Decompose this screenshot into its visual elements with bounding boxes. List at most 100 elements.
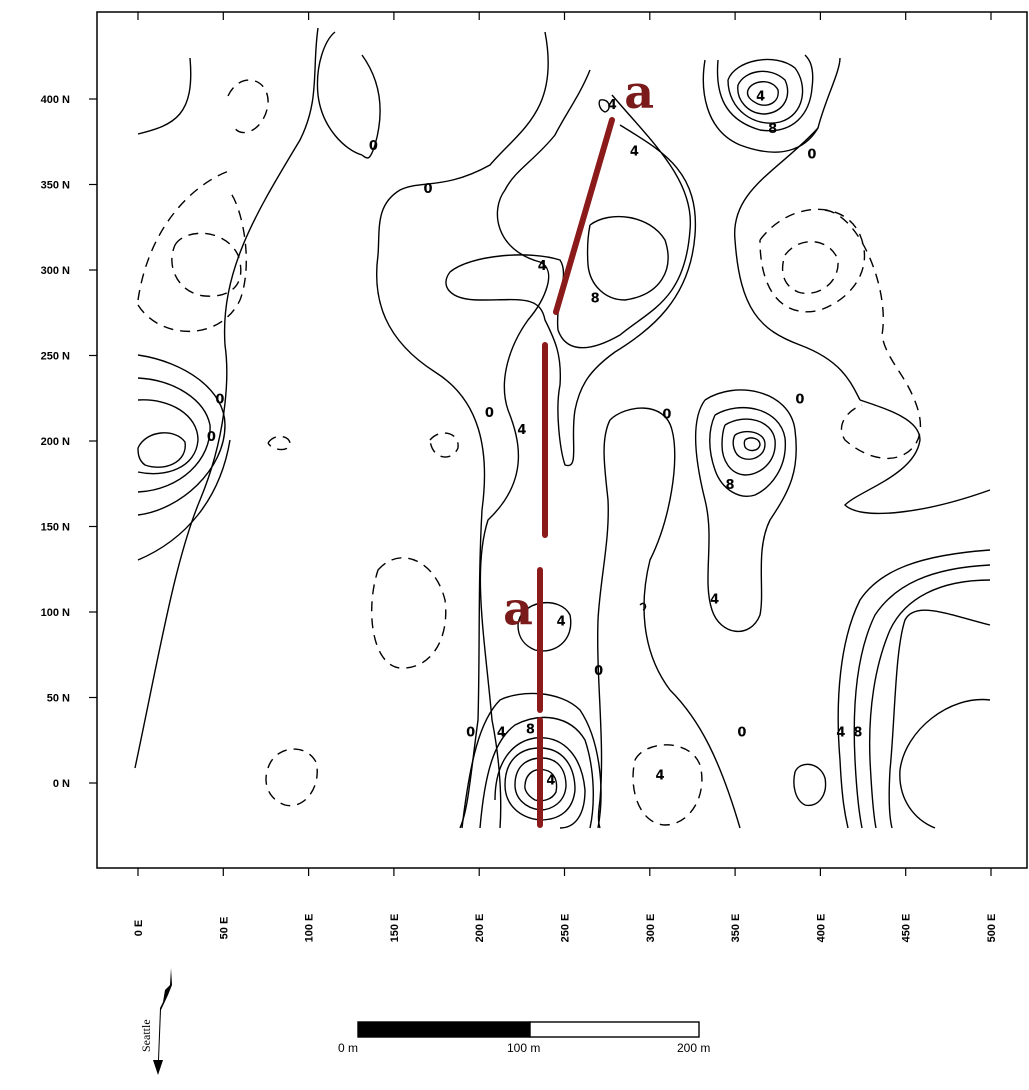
- contour-label: 0: [207, 430, 216, 445]
- contour-line: [137, 432, 186, 468]
- contour-line: [609, 407, 741, 829]
- contour-label: 4: [710, 592, 719, 607]
- contour-line: [759, 208, 866, 313]
- contour-line: [598, 99, 610, 113]
- x-tick-label: 400 E: [815, 914, 827, 943]
- contour-line: [781, 240, 839, 295]
- y-tick-label: 200 N: [41, 436, 70, 448]
- y-tick-label: 250 N: [41, 351, 70, 363]
- contour-line: [888, 609, 991, 829]
- contour-line: [743, 437, 761, 452]
- north-arrow: Seattle: [139, 968, 172, 1075]
- y-tick-label: 350 N: [41, 180, 70, 192]
- anomaly-annotation: a: [503, 582, 533, 636]
- contour-label: 8: [591, 291, 600, 306]
- x-tick-label: 50 E: [218, 917, 230, 940]
- contour-line: [632, 744, 703, 826]
- x-tick-label: 200 E: [474, 914, 486, 943]
- contour-line: [137, 169, 233, 301]
- contour-label: 8: [768, 122, 777, 137]
- contour-line: [709, 407, 786, 497]
- contour-label: 0: [369, 139, 378, 154]
- contour-line: [639, 602, 647, 611]
- contour-line: [899, 698, 991, 829]
- contour-label: 4: [630, 144, 639, 159]
- contour-label: 0: [807, 148, 816, 163]
- contour-line: [504, 747, 576, 821]
- contour-label: 0: [662, 408, 671, 423]
- anomaly-annotation: a: [624, 65, 654, 119]
- contour-line: [479, 716, 594, 829]
- contour-line: [265, 748, 318, 807]
- contour-line: [716, 54, 814, 132]
- contour-label: 4: [497, 726, 506, 741]
- contour-label: 4: [557, 615, 566, 630]
- contour-label: 0: [485, 406, 494, 421]
- contour-lines: [134, 27, 991, 829]
- contour-line: [824, 209, 922, 459]
- x-tick-label: 350 E: [730, 914, 742, 943]
- contour-line: [316, 31, 363, 156]
- y-tick-label: 0 N: [53, 778, 70, 790]
- x-tick-label: 250 E: [560, 914, 572, 943]
- x-tick-label: 450 E: [901, 914, 913, 943]
- contour-line: [137, 399, 199, 475]
- x-tick-label: 500 E: [986, 914, 998, 943]
- contour-line: [868, 579, 991, 829]
- contour-line: [137, 189, 247, 332]
- anomaly-lines: [537, 117, 615, 828]
- contour-line: [737, 70, 789, 115]
- contour-label: 8: [526, 722, 535, 737]
- contour-line: [514, 757, 567, 811]
- contour-line: [734, 127, 861, 401]
- x-tick-label: 100 E: [304, 914, 316, 943]
- contour-line: [137, 57, 192, 135]
- contour-line: [837, 549, 991, 829]
- contour-line: [371, 557, 447, 669]
- contour-label: 4: [836, 726, 845, 741]
- north-arrow-label: Seattle: [139, 1019, 153, 1052]
- scale-label-200: 200 m: [677, 1041, 710, 1055]
- contour-line: [137, 439, 231, 561]
- map-frame: [96, 11, 1028, 869]
- anomaly-line-upper: [553, 117, 615, 315]
- contour-line: [445, 94, 697, 467]
- contour-line: [171, 232, 242, 297]
- contour-line: [137, 354, 226, 516]
- annotation-labels: aa: [503, 65, 654, 635]
- contour-line: [361, 54, 381, 159]
- contour-line: [727, 58, 804, 124]
- contour-line: [721, 418, 776, 476]
- contour-label: 0: [466, 726, 475, 741]
- scale-bar: 0 m 100 m 200 m: [338, 1021, 710, 1055]
- y-tick-label: 150 N: [41, 522, 70, 534]
- contour-label: 4: [546, 774, 555, 789]
- contour-line: [732, 430, 766, 460]
- contour-line: [853, 564, 991, 829]
- scale-label-0: 0 m: [338, 1041, 358, 1055]
- contour-label: 0: [215, 392, 224, 407]
- contour-line: [746, 81, 779, 106]
- contour-line: [479, 69, 591, 829]
- x-tick-label: 150 E: [389, 914, 401, 943]
- contour-line: [793, 763, 827, 807]
- contour-line: [702, 57, 841, 153]
- contour-label: 0: [737, 726, 746, 741]
- contour-line: [134, 27, 319, 769]
- contour-label: 0: [795, 392, 804, 407]
- contour-line: [429, 432, 459, 458]
- y-tick-label: 50 N: [47, 693, 70, 705]
- contour-label: 4: [517, 423, 526, 438]
- contour-label: 4: [756, 90, 765, 105]
- contour-label: 4: [538, 259, 547, 274]
- y-tick-label: 100 N: [41, 607, 70, 619]
- y-tick-label: 400 N: [41, 94, 70, 106]
- contour-line: [586, 215, 669, 301]
- y-axis-labels: 0 N 50 N 100 N 150 N 200 N 250 N 300 N 350 N 400…: [41, 94, 70, 790]
- contour-line: [597, 419, 611, 829]
- contour-line: [375, 31, 549, 829]
- contour-label: 4: [608, 98, 617, 113]
- scale-bar-black-segment: [357, 1021, 531, 1038]
